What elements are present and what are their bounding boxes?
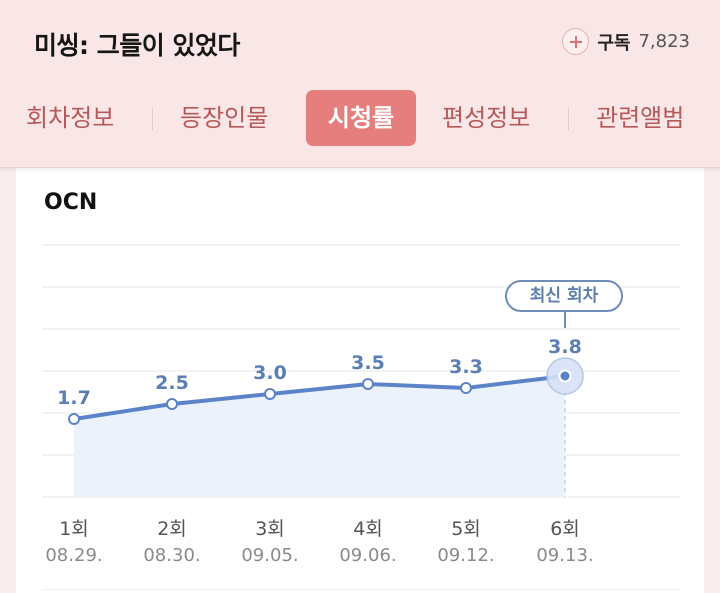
episode-label: 2회 xyxy=(157,518,187,540)
tab-related-album[interactable]: 관련앨범 xyxy=(596,104,685,132)
x-label-ep2: 2회 08.30. xyxy=(127,514,217,566)
subscribe-label: 구독 xyxy=(597,32,631,54)
x-label-ep1: 1회 08.29. xyxy=(29,514,119,566)
value-label-1: 1.7 xyxy=(57,387,91,409)
value-label-5: 3.3 xyxy=(449,356,483,378)
plus-circle-icon xyxy=(562,28,590,55)
air-date: 08.30. xyxy=(143,545,201,566)
tab-characters[interactable]: 등장인물 xyxy=(180,104,269,132)
air-date: 09.13. xyxy=(536,545,594,566)
air-date: 09.12. xyxy=(437,545,495,566)
air-date: 09.06. xyxy=(339,545,397,566)
tab-divider xyxy=(152,108,153,130)
ratings-line xyxy=(73,374,566,421)
episode-label: 1회 xyxy=(59,518,89,540)
x-label-ep6: 6회 09.13. xyxy=(520,514,610,566)
tab-bar: 회차정보 등장인물 시청률 편성정보 관련앨범 xyxy=(0,90,720,146)
subscribe-count: 7,823 xyxy=(638,31,690,52)
episode-label: 6회 xyxy=(550,518,580,540)
air-date: 09.05. xyxy=(241,545,299,566)
tab-episode-info[interactable]: 회차정보 xyxy=(26,104,115,132)
tab-schedule[interactable]: 편성정보 xyxy=(442,104,531,132)
episode-label: 4회 xyxy=(353,518,383,540)
area-fill xyxy=(74,376,565,497)
header: 미씽: 그들이 있었다 구독 7,823 회차정보 등장인물 시청률 편성정보 … xyxy=(0,0,720,168)
divider xyxy=(42,589,680,590)
tab-divider xyxy=(568,108,569,130)
episode-label: 5회 xyxy=(451,518,481,540)
network-name: OCN xyxy=(44,190,98,215)
x-label-ep5: 5회 09.12. xyxy=(421,514,511,566)
air-date: 08.29. xyxy=(45,545,103,566)
subscribe-button[interactable]: 구독 7,823 xyxy=(562,28,690,55)
value-label-6: 3.8 xyxy=(548,336,582,358)
value-label-4: 3.5 xyxy=(351,352,385,374)
latest-episode-badge: 최신 회차 xyxy=(505,280,623,312)
tab-ratings[interactable]: 시청률 xyxy=(306,90,416,146)
program-title: 미씽: 그들이 있었다 xyxy=(34,31,240,60)
episode-label: 3회 xyxy=(255,518,285,540)
value-label-3: 3.0 xyxy=(253,362,287,384)
x-label-ep3: 3회 09.05. xyxy=(225,514,315,566)
ratings-card xyxy=(16,168,704,593)
value-label-2: 2.5 xyxy=(155,372,189,394)
x-label-ep4: 4회 09.06. xyxy=(323,514,413,566)
